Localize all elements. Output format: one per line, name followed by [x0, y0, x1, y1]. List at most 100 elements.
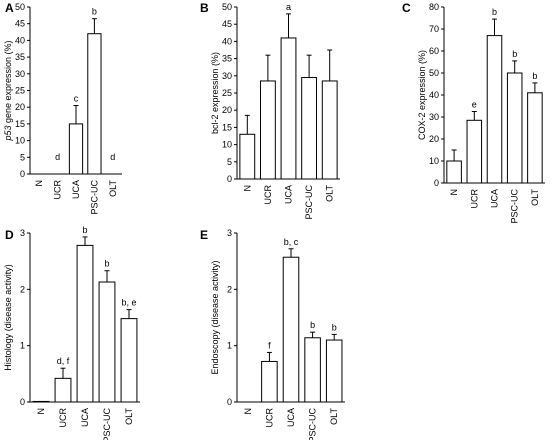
- bar-psc-uc: [506, 72, 523, 184]
- category-label: OLT: [530, 189, 540, 206]
- significance-label: b: [92, 7, 97, 17]
- significance-label: a: [286, 2, 291, 12]
- y-axis-label: Endoscopy (disease activity): [210, 260, 220, 374]
- category-label: OLT: [108, 180, 118, 197]
- y-tick-label: 25: [15, 86, 25, 96]
- category-label: PSC-UC: [308, 408, 318, 440]
- category-label: UCA: [71, 180, 81, 199]
- y-tick-label: 50: [222, 2, 232, 12]
- bar-n: [32, 400, 50, 403]
- y-tick-label: 25: [222, 88, 232, 98]
- bar-n: [446, 160, 462, 184]
- y-tick-label: 80: [429, 2, 439, 12]
- bar-n: [239, 133, 256, 180]
- panel-C: C 0 10 20 30 40 50 60 70 80 COX-2 expression (%) Ne…: [402, 1, 545, 224]
- significance-label: b: [310, 320, 315, 330]
- y-tick-label: 0: [227, 174, 232, 184]
- panel-E: E 0 1 2 3 Endoscopy (disease activity) Nf UCR b,…: [200, 228, 345, 440]
- bar-uca: [282, 256, 300, 403]
- category-label: N: [243, 408, 253, 415]
- significance-label: c: [74, 94, 79, 104]
- bar-ucr: [261, 360, 278, 403]
- y-tick-label: 30: [15, 69, 25, 79]
- y-tick-label: 30: [429, 112, 439, 122]
- significance-label: f: [268, 340, 271, 350]
- category-label: OLT: [325, 185, 335, 202]
- y-tick-label: 3: [20, 228, 25, 238]
- y-axis-label: COX-2 expression (%): [417, 50, 427, 140]
- y-tick-label: 40: [15, 35, 25, 45]
- bar-uca: [280, 37, 297, 180]
- panel-B: B 0 5 10 15 20 25 30 35 40 45 50 bcl-2 expression (%…: [200, 1, 340, 220]
- bar-uca: [486, 35, 503, 184]
- y-tick-label: 70: [429, 24, 439, 34]
- y-tick-label: 50: [15, 2, 25, 12]
- significance-label: b, c: [284, 237, 299, 247]
- y-axis-label: Histology (disease activity): [3, 264, 13, 371]
- y-tick-label: 0: [20, 397, 25, 407]
- y-tick-label: 1: [20, 341, 25, 351]
- bar-ucr: [466, 119, 483, 184]
- significance-label: e: [472, 100, 477, 110]
- y-tick-label: 45: [15, 19, 25, 29]
- y-tick-label: 50: [429, 68, 439, 78]
- panel-letter: D: [5, 228, 14, 242]
- bar-psc-uc: [98, 281, 116, 403]
- y-tick-label: 15: [15, 119, 25, 129]
- y-tick-label: 20: [15, 102, 25, 112]
- significance-label: b: [492, 7, 497, 17]
- y-tick-label: 45: [222, 19, 232, 29]
- y-tick-label: 15: [222, 122, 232, 132]
- panel-letter: A: [5, 1, 14, 15]
- panel-letter: C: [402, 1, 411, 15]
- bar-ucr: [259, 80, 276, 180]
- bar-ucr: [54, 377, 72, 403]
- bar-psc-uc: [304, 337, 321, 403]
- bar-olt: [321, 80, 338, 180]
- category-label: UCR: [53, 180, 63, 200]
- category-label: UCA: [284, 185, 294, 204]
- category-label: PSC-UC: [102, 408, 112, 440]
- y-axis-label: p53 gene expression (%): [3, 40, 13, 141]
- y-tick-label: 60: [429, 46, 439, 56]
- significance-label: b: [532, 71, 537, 81]
- y-tick-label: 1: [227, 341, 232, 351]
- y-tick-label: 5: [227, 157, 232, 167]
- significance-label: b: [512, 49, 517, 59]
- significance-label: d: [55, 152, 60, 162]
- category-label: PSC-UC: [304, 185, 314, 220]
- y-tick-label: 10: [15, 136, 25, 146]
- y-tick-label: 35: [15, 52, 25, 62]
- y-tick-label: 10: [429, 156, 439, 166]
- category-label: N: [36, 408, 46, 415]
- panel-D: D 0 1 2 3 Histology (disease activity) Nd, f UC…: [3, 225, 140, 440]
- category-label: UCA: [286, 408, 296, 427]
- bar-psc-uc: [301, 77, 318, 180]
- bar-uca: [68, 123, 84, 175]
- significance-label: b, e: [121, 298, 136, 308]
- bar-uca: [76, 244, 94, 403]
- y-tick-label: 0: [434, 178, 439, 188]
- significance-label: d, f: [57, 356, 70, 366]
- panel-letter: B: [200, 1, 209, 15]
- y-tick-label: 0: [227, 397, 232, 407]
- significance-label: b: [82, 225, 87, 235]
- y-tick-label: 2: [227, 284, 232, 294]
- significance-label: d: [110, 152, 115, 162]
- y-tick-label: 40: [429, 90, 439, 100]
- category-label: PSC-UC: [510, 189, 520, 224]
- category-label: UCR: [58, 408, 68, 428]
- y-tick-label: 30: [222, 71, 232, 81]
- y-tick-label: 35: [222, 54, 232, 64]
- category-label: UCR: [469, 189, 479, 209]
- panel-letter: E: [200, 228, 208, 242]
- category-label: UCR: [263, 185, 273, 205]
- y-tick-label: 20: [222, 105, 232, 115]
- y-tick-label: 2: [20, 284, 25, 294]
- y-tick-label: 5: [20, 152, 25, 162]
- bar-olt: [325, 339, 343, 403]
- panel-A: A 0 5 10 15 20 25 30 35 40 45 50 p53 gene expression…: [3, 1, 122, 215]
- category-label: OLT: [124, 408, 134, 425]
- category-label: N: [242, 185, 252, 192]
